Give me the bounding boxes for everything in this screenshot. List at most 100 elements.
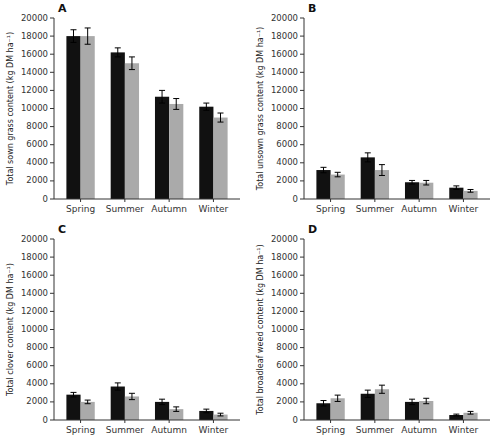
y-tick	[50, 180, 54, 181]
y-tick-label: 8000	[26, 342, 48, 352]
y-tick	[300, 347, 304, 348]
error-line	[337, 172, 338, 177]
x-tick-label: Summer	[356, 204, 394, 214]
bar	[213, 118, 227, 199]
bar	[463, 191, 477, 199]
panel-label: D	[308, 223, 317, 236]
bar	[199, 411, 213, 420]
error-cap	[70, 42, 76, 43]
error-line	[381, 385, 382, 393]
y-tick-label: 4000	[276, 378, 298, 388]
error-bar	[423, 180, 429, 185]
y-tick-label: 6000	[26, 139, 48, 149]
panel-label: A	[58, 2, 67, 15]
marks	[316, 153, 477, 199]
error-cap	[320, 405, 326, 406]
error-bar	[159, 90, 165, 103]
y-tick	[50, 199, 54, 200]
error-line	[206, 103, 207, 110]
bar	[155, 97, 169, 199]
error-cap	[218, 413, 224, 414]
error-line	[176, 407, 177, 412]
y-tick	[50, 311, 54, 312]
error-bar	[203, 103, 209, 110]
y-tick-label: 0	[293, 415, 298, 425]
x-tick-label: Autumn	[401, 425, 437, 435]
panel: 0200040006000800010000120001400016000180…	[6, 2, 240, 214]
bar	[81, 36, 95, 199]
x-axis	[304, 420, 490, 421]
bar	[169, 104, 183, 199]
error-line	[323, 167, 324, 172]
y-tick-label: 14000	[271, 288, 298, 298]
error-line	[381, 165, 382, 176]
error-cap	[365, 397, 371, 398]
bar	[125, 63, 139, 199]
error-cap	[365, 152, 371, 153]
y-axis-label: Total broadleaf weed content (kg DM ha⁻¹…	[256, 244, 265, 415]
y-tick-label: 20000	[271, 13, 298, 23]
error-cap	[70, 396, 76, 397]
x-tick-label: Winter	[449, 425, 479, 435]
error-line	[412, 399, 413, 404]
error-cap	[423, 403, 429, 404]
y-tick-label: 20000	[271, 234, 298, 244]
y-tick	[50, 257, 54, 258]
error-bar	[129, 57, 135, 70]
x-tick	[463, 420, 464, 423]
x-tick-label: Spring	[316, 425, 345, 435]
error-bar	[365, 153, 371, 162]
y-tick-label: 16000	[21, 49, 48, 59]
bar	[463, 413, 477, 420]
error-bar	[173, 407, 179, 412]
bar	[316, 170, 330, 199]
y-tick-label: 10000	[271, 324, 298, 334]
error-bar	[85, 28, 91, 44]
y-tick-label: 10000	[271, 103, 298, 113]
error-cap	[409, 399, 415, 400]
x-tick-label: Autumn	[151, 204, 187, 214]
error-cap	[218, 122, 224, 123]
y-tick	[300, 18, 304, 19]
error-bar	[453, 186, 459, 190]
y-tick	[50, 18, 54, 19]
x-tick	[419, 199, 420, 202]
error-cap	[468, 411, 474, 412]
y-tick-label: 2000	[276, 396, 298, 406]
error-line	[456, 186, 457, 190]
y-axis-label: Total unsown grass content (kg DM ha⁻¹)	[256, 27, 265, 191]
y-tick-label: 12000	[271, 85, 298, 95]
error-cap	[335, 176, 341, 177]
error-cap	[173, 406, 179, 407]
error-cap	[468, 192, 474, 193]
y-tick	[300, 275, 304, 276]
y-tick-label: 20000	[21, 13, 48, 23]
error-line	[367, 390, 368, 397]
y-tick-label: 10000	[21, 103, 48, 113]
y-tick	[300, 90, 304, 91]
error-bar	[70, 392, 76, 397]
x-tick-label: Summer	[356, 425, 394, 435]
x-tick-label: Winter	[199, 204, 229, 214]
y-tick	[50, 162, 54, 163]
x-tick	[213, 420, 214, 423]
y-tick-label: 18000	[271, 31, 298, 41]
error-bar	[203, 409, 209, 413]
bar	[419, 183, 433, 199]
y-tick-label: 20000	[21, 234, 48, 244]
x-tick	[213, 199, 214, 202]
y-tick-label: 14000	[21, 67, 48, 77]
error-cap	[85, 400, 91, 401]
y-tick	[300, 162, 304, 163]
error-bar	[453, 414, 459, 416]
background	[0, 0, 500, 442]
error-cap	[85, 403, 91, 404]
y-tick	[300, 311, 304, 312]
y-tick	[50, 90, 54, 91]
error-cap	[129, 399, 135, 400]
y-axis-label: Total sown grass content (kg DM ha⁻¹)	[6, 32, 15, 186]
bar	[361, 157, 375, 199]
error-cap	[320, 167, 326, 168]
error-cap	[115, 56, 121, 57]
x-tick-label: Winter	[449, 204, 479, 214]
